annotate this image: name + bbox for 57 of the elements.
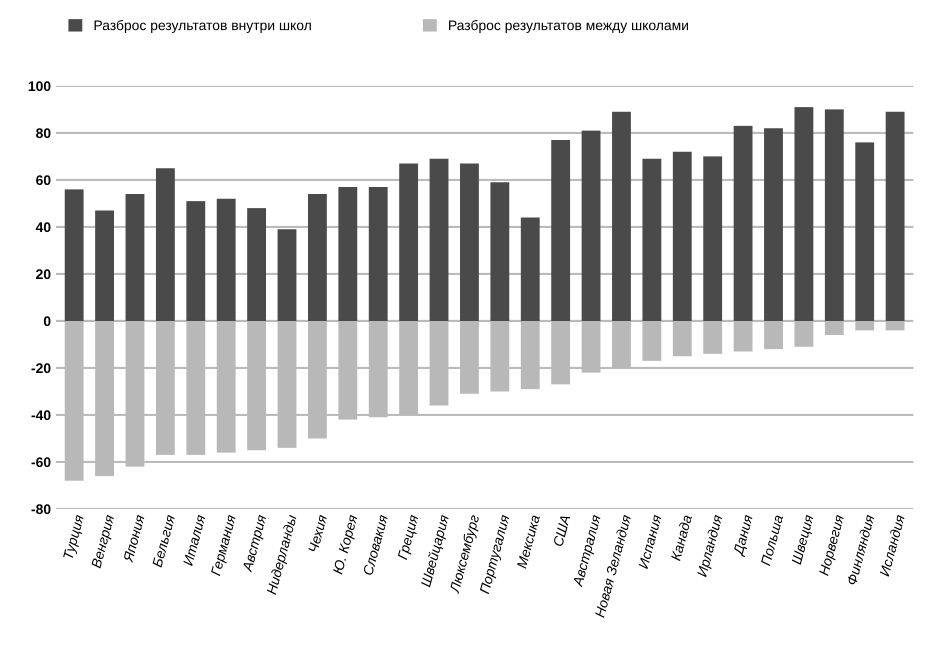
y-tick-label: 20 [36, 269, 50, 280]
x-tick-label: США [552, 514, 570, 547]
x-tick-label: Мексика [516, 514, 540, 569]
bar [703, 156, 722, 321]
bar [368, 186, 388, 321]
bar [794, 107, 814, 321]
bar [855, 142, 874, 321]
x-tick-label: Польша [760, 514, 784, 566]
x-tick-label: Ю. Корея [332, 514, 360, 576]
x-tick-label: Словакия [362, 514, 388, 576]
x-tick-label: Испания [638, 514, 662, 570]
bar [490, 182, 510, 321]
bar [186, 201, 206, 321]
bar [734, 126, 753, 321]
y-tick-label: 80 [36, 128, 50, 138]
bar [612, 112, 631, 321]
bar [642, 158, 662, 321]
bar [824, 109, 844, 321]
bar [278, 229, 296, 321]
x-tick-label: Швеция [791, 514, 816, 566]
bar [126, 194, 144, 321]
bar [216, 198, 236, 321]
x-tick-label: Япония [122, 514, 145, 564]
x-tick-label: Венгрия [91, 514, 118, 570]
x-tick-label: Бельгия [152, 514, 176, 568]
bar [520, 218, 540, 321]
bar [764, 128, 783, 321]
bar [399, 163, 418, 321]
y-tick-label: -40 [32, 410, 50, 420]
y-tick-label: -20 [32, 363, 50, 374]
bar [551, 140, 570, 321]
bar [886, 112, 905, 321]
y-tick-label: -80 [32, 504, 50, 514]
x-tick-label: Дания [732, 514, 756, 558]
y-tick-label: 40 [36, 222, 50, 232]
bar [430, 158, 448, 321]
bar [95, 210, 114, 321]
legend-label: Разброс результатов внутри школ [94, 20, 311, 33]
y-tick-label: -60 [32, 457, 50, 468]
bar [460, 163, 479, 321]
x-tick-label: Австрия [242, 514, 266, 573]
bar [672, 152, 692, 321]
x-tick-label: Канада [670, 514, 692, 562]
bar [582, 130, 600, 321]
bar [64, 189, 84, 321]
y-tick-label: 0 [44, 316, 50, 326]
y-tick-label: 60 [36, 175, 50, 186]
y-tick-label: 100 [28, 81, 50, 92]
bar [308, 194, 327, 321]
x-tick-label: Турция [63, 514, 87, 560]
legend-label: Разброс результатов между школами [449, 20, 688, 33]
x-tick-label: Греция [397, 514, 422, 561]
x-tick-label: Чехия [308, 514, 328, 552]
bar [338, 186, 358, 321]
bar [156, 168, 175, 321]
bar [247, 208, 266, 321]
x-tick-label: Италия [182, 514, 206, 566]
